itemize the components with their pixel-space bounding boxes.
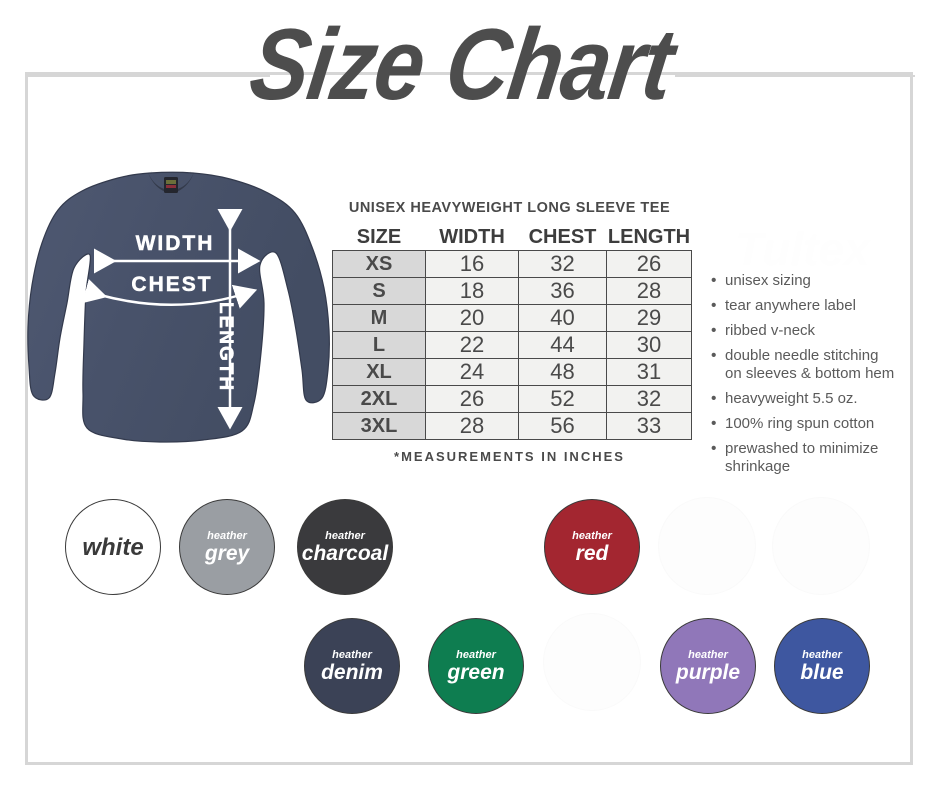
svg-text:LENGTH: LENGTH (215, 302, 236, 392)
svg-text:CHEST: CHEST (131, 273, 212, 296)
svg-text:WIDTH: WIDTH (136, 232, 215, 255)
